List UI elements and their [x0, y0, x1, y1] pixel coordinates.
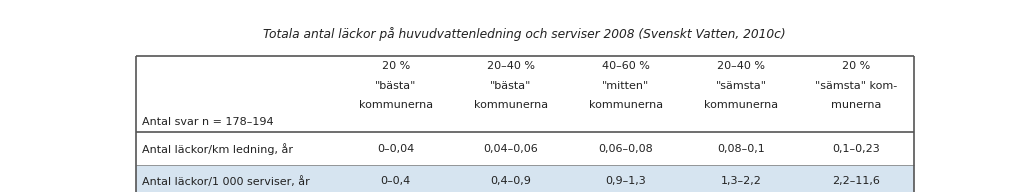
Text: kommunerna: kommunerna [358, 100, 433, 110]
Text: 0,4–0,9: 0,4–0,9 [490, 176, 531, 186]
Text: 20–40 %: 20–40 % [487, 61, 535, 71]
Bar [454, 165, 568, 192]
Bar [799, 55, 913, 132]
Text: kommunerna: kommunerna [589, 100, 664, 110]
Text: kommunerna: kommunerna [474, 100, 548, 110]
Text: 0–0,04: 0–0,04 [377, 144, 415, 154]
Text: "sämsta" kom-: "sämsta" kom- [815, 81, 897, 91]
Text: 40–60 %: 40–60 % [602, 61, 650, 71]
Text: Antal läckor/1 000 serviser, år: Antal läckor/1 000 serviser, år [142, 176, 310, 187]
Text: 0,08–0,1: 0,08–0,1 [717, 144, 765, 154]
Bar [136, 132, 338, 165]
Text: 0,9–1,3: 0,9–1,3 [605, 176, 646, 186]
Text: Antal läckor/km ledning, år: Antal läckor/km ledning, år [142, 143, 293, 155]
Text: "bästa": "bästa" [490, 81, 531, 91]
Bar [136, 55, 338, 132]
Bar [338, 132, 454, 165]
Text: Totala antal läckor på huvudvattenledning och serviser 2008 (Svenskt Vatten, 201: Totala antal läckor på huvudvattenlednin… [263, 27, 786, 41]
Bar [799, 165, 913, 192]
Bar [684, 55, 799, 132]
Text: 0,06–0,08: 0,06–0,08 [599, 144, 653, 154]
Text: 20–40 %: 20–40 % [717, 61, 765, 71]
Bar [568, 165, 684, 192]
Text: munerna: munerna [830, 100, 882, 110]
Text: 2,2–11,6: 2,2–11,6 [833, 176, 880, 186]
Text: 0–0,4: 0–0,4 [381, 176, 411, 186]
Bar [338, 165, 454, 192]
Bar [684, 165, 799, 192]
Text: 1,3–2,2: 1,3–2,2 [721, 176, 762, 186]
Bar [568, 132, 684, 165]
Bar [799, 132, 913, 165]
Text: 0,04–0,06: 0,04–0,06 [483, 144, 539, 154]
Bar [136, 165, 338, 192]
Text: "mitten": "mitten" [602, 81, 649, 91]
Text: Antal svar n = 178–194: Antal svar n = 178–194 [142, 117, 273, 127]
Text: "bästa": "bästa" [375, 81, 417, 91]
Text: 0,1–0,23: 0,1–0,23 [833, 144, 880, 154]
Bar [454, 55, 568, 132]
Bar [568, 55, 684, 132]
Text: 20 %: 20 % [382, 61, 410, 71]
Bar [684, 132, 799, 165]
Text: kommunerna: kommunerna [703, 100, 778, 110]
Bar [454, 132, 568, 165]
Text: "sämsta": "sämsta" [716, 81, 767, 91]
Text: 20 %: 20 % [842, 61, 870, 71]
Bar [338, 55, 454, 132]
